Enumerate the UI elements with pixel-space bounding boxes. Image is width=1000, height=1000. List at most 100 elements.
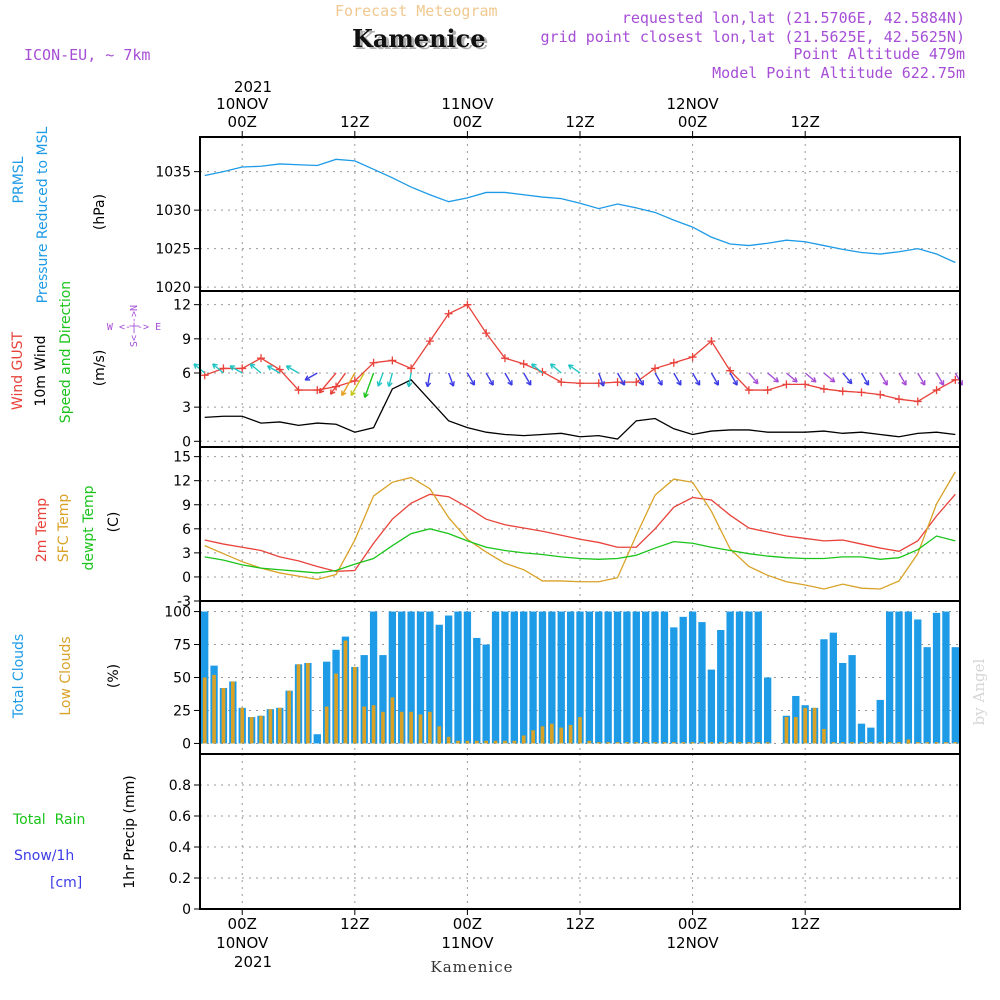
total-rain-label: Total Rain — [12, 812, 85, 828]
wind-arrow — [935, 372, 945, 386]
low-cloud-bar — [503, 740, 507, 744]
wind-arrow-head — [249, 363, 256, 369]
gust-marker — [782, 380, 791, 389]
wind-arrow — [917, 372, 926, 386]
low-cloud-bar — [484, 740, 489, 744]
total-cloud-bar — [895, 611, 903, 744]
station-title-shadow: Kamenice — [355, 26, 489, 55]
pressure-msl-label: Pressure Reduced to MSL — [35, 126, 51, 303]
y-tick-label: 6 — [182, 366, 191, 382]
wind-arrow — [879, 372, 888, 386]
2m-temp-line — [204, 493, 956, 572]
low-cloud-bar — [324, 706, 329, 744]
low-cloud-bar — [681, 742, 686, 744]
wind-arrow — [598, 372, 605, 387]
wind-gust-label: Wind GUST — [10, 331, 26, 410]
grid-point-coords: grid point closest lon,lat (21.5625E, 42… — [541, 28, 965, 46]
wind-arrow-head — [792, 377, 798, 383]
wind-unit: (m/s) — [92, 350, 108, 387]
wind-arrow-head — [350, 390, 356, 397]
low-cloud-bar — [953, 742, 958, 744]
sfc-temp-label: SFC Temp — [56, 494, 72, 563]
wind-arrow-head — [752, 378, 759, 385]
bottom-date-label: 12NOV — [667, 934, 720, 952]
total-cloud-bar — [398, 611, 406, 744]
t2m-label: 2m Temp — [34, 498, 50, 562]
low-cloud-bar — [409, 711, 413, 744]
gust-marker — [256, 354, 265, 363]
low-cloud-bar — [418, 714, 423, 744]
total-cloud-bar — [932, 612, 941, 744]
wind-direction-label: Speed and Direction — [58, 281, 74, 423]
gust-marker — [388, 356, 397, 365]
y-tick-label: 12 — [173, 474, 191, 490]
wind-arrow — [842, 372, 853, 385]
gust-marker — [876, 390, 885, 399]
y-tick-label: 9 — [182, 332, 191, 348]
low-cloud-bar — [371, 705, 376, 744]
top-year-label: 2021 — [234, 78, 272, 96]
temp-labels: 2m Temp SFC Temp dewpt Temp (C) — [34, 485, 122, 570]
y-tick-label: 12 — [173, 298, 191, 314]
y-tick-label: 15 — [173, 450, 191, 466]
gust-marker — [557, 378, 566, 387]
total-cloud-bar — [876, 699, 884, 744]
gust-marker — [482, 329, 491, 338]
total-cloud-bar — [904, 611, 913, 744]
precip-panel: 0 0.2 0.4 0.6 0.8 — [169, 753, 961, 918]
gust-marker — [407, 364, 416, 373]
low-cloud-bar — [662, 742, 667, 744]
low-cloud-bar — [793, 717, 798, 744]
low-cloud-bar — [756, 742, 761, 744]
wind-arrow-head — [773, 377, 780, 383]
wind-arrow-head — [526, 380, 532, 386]
wind-arrow-head — [694, 380, 701, 386]
low-cloud-bar — [399, 711, 404, 744]
total-cloud-bar — [379, 655, 387, 744]
wind-10m-label: 10m Wind — [33, 335, 49, 406]
temp-unit: (C) — [106, 512, 122, 533]
wind-arrow-head — [229, 365, 236, 371]
y-tick-label: 25 — [173, 703, 191, 719]
wind-arrow-head — [882, 380, 888, 386]
total-cloud-bar — [688, 611, 697, 744]
wind-arrow — [504, 372, 513, 386]
low-cloud-bar — [718, 742, 723, 744]
low-cloud-bar — [334, 673, 338, 744]
wind-arrow-head — [531, 363, 537, 369]
wind-arrow-head — [425, 381, 432, 388]
low-cloud-bar — [587, 740, 592, 744]
total-cloud-bar — [426, 611, 434, 744]
wind-arrow — [568, 364, 581, 374]
bottom-time-label: 00Z — [678, 915, 707, 933]
top-date-label: 10NOV — [216, 95, 269, 113]
gust-marker — [294, 386, 303, 395]
low-cloud-bar — [512, 740, 517, 744]
total-cloud-bar — [745, 611, 753, 744]
bottom-time-label: 00Z — [453, 915, 482, 933]
wind-arrow — [550, 363, 562, 374]
wind-arrow-head — [363, 392, 369, 398]
y-tick-label: 0 — [182, 902, 191, 918]
gust-marker — [576, 379, 584, 388]
low-cloud-bar — [615, 742, 620, 744]
total-cloud-bar — [613, 611, 622, 744]
gust-marker — [913, 397, 922, 406]
low-cloud-bar — [709, 742, 714, 744]
wind-arrow — [485, 372, 494, 386]
wind-arrow — [329, 372, 347, 395]
low-cloud-bar — [765, 742, 770, 744]
bottom-time-label: 00Z — [228, 915, 257, 933]
gust-marker — [838, 387, 847, 396]
y-tick-label: 100 — [164, 605, 191, 621]
gust-marker — [613, 378, 622, 387]
low-cloud-bar — [465, 740, 470, 744]
total-cloud-bar — [510, 611, 518, 744]
low-cloud-bar — [887, 742, 892, 744]
low-cloud-bar — [559, 727, 564, 744]
total-cloud-bar — [867, 727, 875, 744]
wind-arrow-head — [329, 389, 336, 395]
wind-arrow — [212, 363, 224, 374]
total-cloud-bar — [520, 611, 528, 744]
low-cloud-bar — [521, 735, 526, 744]
